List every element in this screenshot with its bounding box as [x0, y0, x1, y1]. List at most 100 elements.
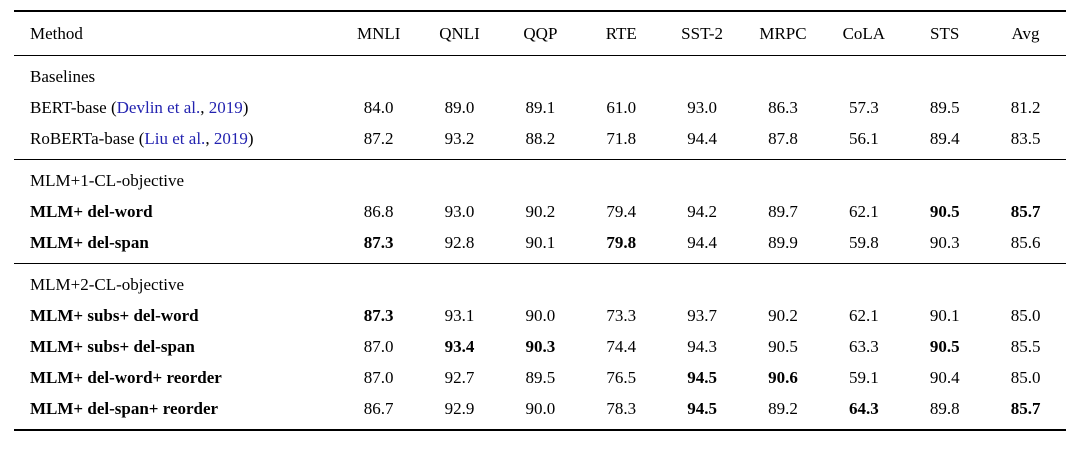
method-text: ) — [247, 129, 254, 148]
score-cell: 94.4 — [661, 227, 743, 264]
score-cell: 90.1 — [499, 227, 581, 264]
score-cell: 92.8 — [419, 227, 500, 264]
score-cell: 90.0 — [525, 306, 556, 325]
score-cell: 88.2 — [499, 123, 581, 160]
score-cell: 79.4 — [606, 202, 637, 221]
method-name-subs-del-word: MLM+ subs+ del-word — [30, 306, 199, 325]
score-cell: 61.0 — [606, 98, 637, 117]
score-cell: 87.0 — [363, 337, 394, 356]
section-row-2cl: MLM+2-CL-objective — [14, 264, 1066, 301]
score-cell: 85.7 — [1010, 202, 1041, 221]
score-cell: 84.0 — [363, 98, 394, 117]
citation-separator: , — [200, 98, 209, 117]
glue-results-table: Method MNLI QNLI QQP RTE SST-2 MRPC CoLA… — [14, 10, 1066, 431]
col-header-mrpc: MRPC — [742, 10, 824, 56]
method-text: RoBERTa-base ( — [30, 129, 145, 148]
score-cell: 90.5 — [929, 202, 960, 221]
section-label-2cl: MLM+2-CL-objective — [30, 275, 185, 294]
score-cell: 89.4 — [904, 123, 986, 160]
section-label-baselines: Baselines — [30, 67, 96, 86]
score-cell: 59.8 — [823, 227, 905, 264]
score-cell: 74.4 — [606, 337, 637, 356]
score-cell: 90.5 — [929, 337, 960, 356]
score-cell: 86.8 — [363, 202, 394, 221]
score-cell: 90.0 — [499, 393, 581, 431]
method-name-roberta-base: RoBERTa-base (Liu et al., 2019) — [14, 123, 339, 160]
score-cell: 90.6 — [768, 368, 798, 387]
score-cell: 94.3 — [687, 337, 717, 356]
score-cell: 71.8 — [580, 123, 662, 160]
score-cell: 73.3 — [606, 306, 637, 325]
score-cell: 90.4 — [929, 368, 960, 387]
score-cell: 89.2 — [742, 393, 824, 431]
score-cell: 86.3 — [768, 98, 798, 117]
method-name-del-word-reorder: MLM+ del-word+ reorder — [30, 368, 222, 387]
col-header-sst2: SST-2 — [661, 10, 743, 56]
score-cell: 94.5 — [661, 393, 743, 431]
score-cell: 89.7 — [768, 202, 798, 221]
score-cell: 59.1 — [848, 368, 879, 387]
citation-link-year[interactable]: 2019 — [213, 129, 248, 148]
method-name-del-span: MLM+ del-span — [14, 227, 339, 264]
score-cell: 94.5 — [687, 368, 717, 387]
score-cell: 83.5 — [985, 123, 1066, 160]
score-cell: 63.3 — [848, 337, 879, 356]
score-cell: 94.2 — [687, 202, 717, 221]
score-cell: 87.2 — [338, 123, 420, 160]
score-cell: 85.0 — [1010, 306, 1041, 325]
score-cell: 85.6 — [985, 227, 1066, 264]
score-cell: 93.2 — [419, 123, 500, 160]
score-cell: 90.2 — [768, 306, 798, 325]
table-row-subs-del-word: MLM+ subs+ del-word 87.3 93.1 90.0 73.3 … — [14, 300, 1066, 331]
score-cell: 89.5 — [525, 368, 556, 387]
method-name-subs-del-span: MLM+ subs+ del-span — [30, 337, 195, 356]
score-cell: 89.5 — [929, 98, 960, 117]
score-cell: 93.0 — [444, 202, 475, 221]
score-cell: 85.7 — [985, 393, 1066, 431]
score-cell: 92.9 — [419, 393, 500, 431]
col-header-cola: CoLA — [823, 10, 905, 56]
citation-link-author[interactable]: Liu et al. — [144, 129, 206, 148]
score-cell: 85.5 — [1010, 337, 1041, 356]
score-cell: 94.4 — [661, 123, 743, 160]
score-cell: 62.1 — [848, 306, 879, 325]
header-row: Method MNLI QNLI QQP RTE SST-2 MRPC CoLA… — [14, 10, 1066, 56]
score-cell: 93.4 — [444, 337, 475, 356]
score-cell: 64.3 — [823, 393, 905, 431]
method-text: ) — [242, 98, 249, 117]
section-row-1cl: MLM+1-CL-objective — [14, 160, 1066, 197]
table-row-del-span-reorder: MLM+ del-span+ reorder 86.7 92.9 90.0 78… — [14, 393, 1066, 431]
score-cell: 90.1 — [929, 306, 960, 325]
section-label-1cl: MLM+1-CL-objective — [30, 171, 185, 190]
table-row-subs-del-span: MLM+ subs+ del-span 87.0 93.4 90.3 74.4 … — [14, 331, 1066, 362]
score-cell: 89.1 — [525, 98, 556, 117]
score-cell: 89.0 — [444, 98, 475, 117]
col-header-mnli: MNLI — [338, 10, 420, 56]
score-cell: 87.8 — [742, 123, 824, 160]
col-header-qqp: QQP — [499, 10, 581, 56]
score-cell: 62.1 — [848, 202, 879, 221]
paper-table-container: Method MNLI QNLI QQP RTE SST-2 MRPC CoLA… — [14, 10, 1066, 431]
score-cell: 90.2 — [525, 202, 556, 221]
score-cell: 87.0 — [363, 368, 394, 387]
score-cell: 90.3 — [525, 337, 556, 356]
score-cell: 90.5 — [768, 337, 798, 356]
citation-link-author[interactable]: Devlin et al. — [116, 98, 201, 117]
col-header-method: Method — [14, 10, 339, 56]
score-cell: 90.3 — [904, 227, 986, 264]
citation-separator: , — [205, 129, 214, 148]
method-name-del-word: MLM+ del-word — [30, 202, 153, 221]
citation-link-year[interactable]: 2019 — [208, 98, 243, 117]
col-header-rte: RTE — [580, 10, 662, 56]
score-cell: 89.8 — [904, 393, 986, 431]
score-cell: 89.9 — [742, 227, 824, 264]
score-cell: 78.3 — [580, 393, 662, 431]
score-cell: 81.2 — [1010, 98, 1041, 117]
score-cell: 87.3 — [338, 227, 420, 264]
table-row-del-span: MLM+ del-span 87.3 92.8 90.1 79.8 94.4 8… — [14, 227, 1066, 264]
table-row-roberta-base: RoBERTa-base (Liu et al., 2019) 87.2 93.… — [14, 123, 1066, 160]
col-header-sts: STS — [904, 10, 986, 56]
col-header-avg: Avg — [985, 10, 1066, 56]
score-cell: 57.3 — [848, 98, 879, 117]
table-row-del-word-reorder: MLM+ del-word+ reorder 87.0 92.7 89.5 76… — [14, 362, 1066, 393]
